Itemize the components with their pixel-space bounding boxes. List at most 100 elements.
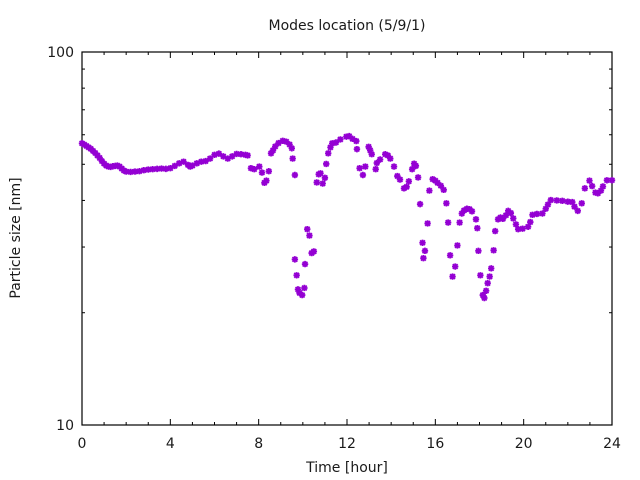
- data-point: [608, 177, 616, 184]
- data-point: [180, 158, 187, 165]
- data-point: [365, 143, 372, 150]
- data-point: [571, 203, 578, 210]
- data-point: [189, 162, 196, 169]
- data-point: [384, 152, 392, 159]
- data-point: [319, 180, 326, 187]
- data-point: [301, 284, 308, 292]
- data-point: [258, 169, 266, 176]
- data-point: [477, 272, 484, 279]
- data-point: [247, 165, 255, 172]
- data-point: [481, 294, 488, 302]
- data-point: [574, 207, 581, 215]
- data-point: [434, 179, 441, 186]
- data-point: [440, 186, 447, 194]
- data-point: [353, 137, 360, 145]
- data-point: [475, 247, 482, 255]
- plot-border: [81, 51, 613, 426]
- data-point: [332, 139, 340, 146]
- data-point: [298, 291, 306, 299]
- x-axis-label: Time [hour]: [305, 460, 388, 476]
- data-point: [265, 168, 273, 175]
- data-point: [162, 165, 170, 173]
- data-point: [272, 143, 279, 150]
- data-points: [78, 132, 616, 302]
- data-point: [474, 224, 481, 232]
- data-point: [215, 150, 223, 157]
- data-point: [158, 165, 165, 172]
- data-point: [456, 219, 463, 226]
- x-tick-label: 20: [515, 436, 533, 452]
- data-point: [421, 247, 429, 255]
- data-point: [405, 178, 413, 185]
- data-point: [416, 200, 424, 208]
- x-tick-label: 16: [426, 436, 444, 452]
- data-point: [544, 201, 552, 208]
- data-point: [329, 140, 336, 147]
- data-point: [237, 151, 245, 158]
- data-point: [533, 210, 541, 218]
- data-point: [122, 168, 130, 175]
- data-point: [286, 141, 293, 148]
- data-point: [140, 167, 148, 174]
- data-point: [376, 156, 384, 163]
- data-point: [131, 168, 139, 175]
- axes: [81, 51, 613, 426]
- data-point: [325, 150, 332, 157]
- data-point: [202, 157, 209, 165]
- y-tick-label: 10: [56, 418, 74, 434]
- data-point: [458, 210, 466, 217]
- x-tick-label: 0: [78, 436, 87, 452]
- data-point: [390, 163, 398, 170]
- data-point: [419, 239, 426, 246]
- data-point: [454, 242, 461, 249]
- data-point: [529, 211, 536, 219]
- data-point: [167, 165, 174, 172]
- data-point: [193, 160, 201, 167]
- data-point: [542, 205, 549, 212]
- data-point: [597, 187, 605, 194]
- data-point: [362, 163, 369, 170]
- data-point: [373, 159, 381, 167]
- data-point: [412, 162, 420, 170]
- data-point: [288, 145, 295, 152]
- chart-title: Modes location (5/9/1): [269, 18, 426, 34]
- data-point: [603, 177, 611, 184]
- data-point: [198, 158, 205, 165]
- data-point: [279, 137, 286, 145]
- data-point: [507, 209, 515, 217]
- data-point: [486, 273, 493, 280]
- y-axis-label: Particle size [nm]: [8, 177, 24, 298]
- data-point: [356, 165, 363, 172]
- data-point: [479, 291, 487, 299]
- x-tick-label: 24: [603, 436, 621, 452]
- data-point: [559, 197, 566, 205]
- data-point: [512, 221, 520, 228]
- data-point: [321, 174, 329, 181]
- data-point: [267, 150, 275, 157]
- data-point: [484, 279, 491, 287]
- data-point: [510, 215, 517, 222]
- data-point: [289, 155, 296, 162]
- data-point: [394, 172, 401, 180]
- data-point: [539, 210, 546, 217]
- data-point: [491, 227, 499, 235]
- data-point: [396, 176, 404, 183]
- data-point: [136, 168, 143, 175]
- data-point: [547, 196, 555, 204]
- data-point: [337, 136, 344, 143]
- data-point: [368, 151, 375, 158]
- data-point: [443, 200, 450, 207]
- data-point: [228, 153, 236, 160]
- data-point: [206, 155, 214, 162]
- data-point: [96, 154, 103, 162]
- data-point: [444, 219, 452, 226]
- data-point: [414, 174, 422, 181]
- data-point: [420, 255, 427, 262]
- data-point: [426, 187, 433, 194]
- y-tick-label: 100: [47, 45, 74, 61]
- data-point: [327, 144, 334, 151]
- data-point: [408, 166, 416, 173]
- data-point: [372, 166, 379, 173]
- data-point: [437, 182, 445, 189]
- data-point: [505, 207, 512, 215]
